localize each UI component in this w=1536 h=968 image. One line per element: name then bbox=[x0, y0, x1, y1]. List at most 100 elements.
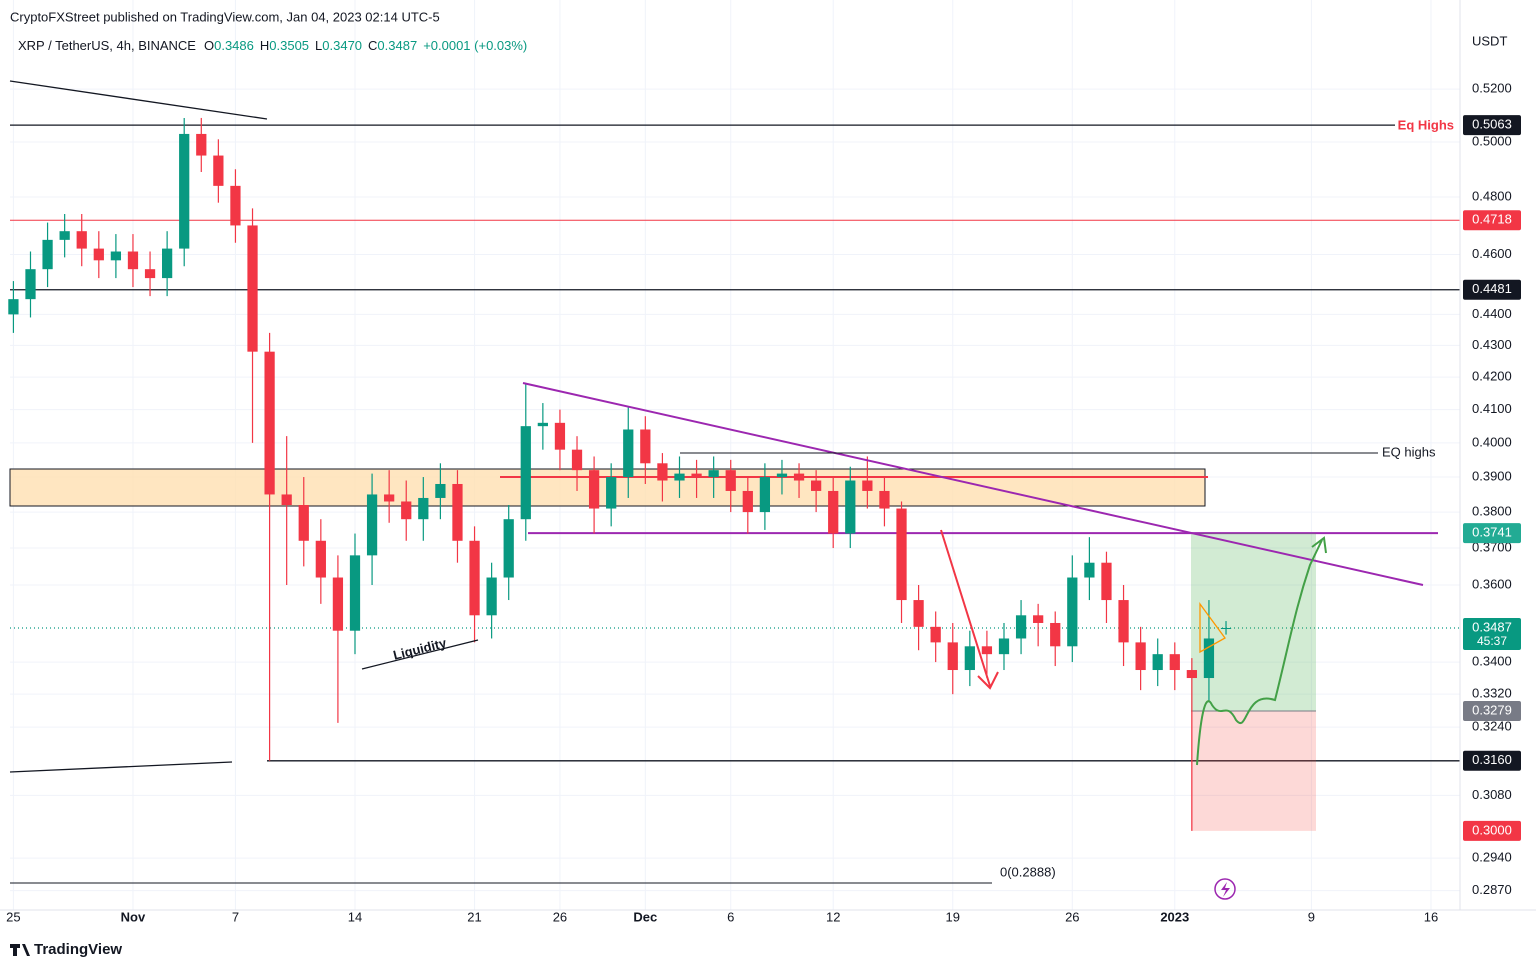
liquidity-line bbox=[361, 639, 479, 670]
candle-body bbox=[862, 480, 873, 491]
price-badge bbox=[1463, 700, 1521, 721]
countdown: 45:37 bbox=[1477, 634, 1507, 648]
price-badge-label: 0.4718 bbox=[1472, 212, 1512, 227]
candle-body bbox=[640, 429, 651, 464]
candle-body bbox=[537, 422, 548, 427]
candle-body bbox=[691, 473, 702, 478]
x-tick-label: 9 bbox=[1308, 909, 1315, 924]
candle-body bbox=[281, 494, 292, 506]
candle-body bbox=[230, 185, 241, 226]
candle-body bbox=[657, 463, 668, 481]
candle-body bbox=[179, 133, 190, 249]
candle-body bbox=[76, 231, 87, 249]
candle-body bbox=[981, 646, 993, 655]
annotation: EQ highs bbox=[1382, 444, 1436, 459]
candle-body bbox=[947, 642, 958, 671]
ohlc-value: 0.3486 bbox=[214, 38, 254, 53]
candle-body bbox=[127, 251, 139, 270]
logo bbox=[10, 944, 30, 956]
x-tick-label: 16 bbox=[1424, 909, 1438, 924]
candle-body bbox=[793, 473, 805, 481]
candle-body bbox=[435, 483, 446, 498]
x-tick-label: Dec bbox=[633, 909, 657, 924]
candle-body bbox=[1152, 654, 1163, 671]
candle-body bbox=[1033, 615, 1044, 623]
y-tick-label: 0.3240 bbox=[1472, 719, 1512, 734]
candle-body bbox=[554, 422, 566, 450]
candle-body bbox=[247, 225, 258, 352]
y-tick-label: 0.3080 bbox=[1472, 787, 1512, 802]
x-tick-label: 14 bbox=[348, 909, 362, 924]
x-tick-label: 25 bbox=[6, 909, 20, 924]
x-tick-label: 26 bbox=[1065, 909, 1079, 924]
axis-unit: USDT bbox=[1472, 33, 1507, 48]
price-badge bbox=[1463, 279, 1521, 300]
y-tick-label: 0.2870 bbox=[1472, 882, 1512, 897]
price-badge bbox=[1463, 750, 1521, 771]
candle-body bbox=[811, 480, 822, 491]
ohlc-key: C bbox=[368, 38, 377, 53]
candle-body bbox=[1118, 600, 1129, 643]
annotation: Eq Highs bbox=[1398, 117, 1454, 132]
price-badge-label: 0.4481 bbox=[1472, 281, 1512, 296]
candle-body bbox=[315, 540, 326, 578]
price-badge bbox=[1463, 820, 1521, 841]
x-tick-label: 19 bbox=[946, 909, 960, 924]
candle-body bbox=[8, 299, 19, 315]
candle-body bbox=[1015, 615, 1027, 639]
annotation: 0(0.2888) bbox=[1000, 864, 1056, 879]
y-tick-label: 0.2940 bbox=[1472, 850, 1512, 865]
x-tick-label: 26 bbox=[553, 909, 567, 924]
ohlc-key: L bbox=[315, 38, 322, 53]
candle-body bbox=[162, 248, 173, 279]
candle-body bbox=[896, 508, 907, 601]
candle-body bbox=[725, 470, 736, 491]
bullish-path bbox=[1196, 536, 1327, 766]
x-tick-label: Nov bbox=[121, 909, 146, 924]
candle-body bbox=[332, 577, 344, 631]
candle-body bbox=[144, 269, 156, 279]
candle-body bbox=[520, 426, 531, 520]
candle-body bbox=[110, 251, 122, 261]
y-tick-label: 0.4600 bbox=[1472, 246, 1512, 261]
y-tick-label: 0.3400 bbox=[1472, 654, 1512, 669]
price-badge bbox=[1463, 115, 1521, 136]
candle-body bbox=[998, 638, 1010, 655]
candle-body bbox=[452, 483, 463, 541]
candle-body bbox=[913, 600, 924, 627]
x-tick-label: 6 bbox=[727, 909, 734, 924]
candle-body bbox=[674, 473, 685, 481]
candle-body bbox=[25, 269, 36, 300]
candle-body bbox=[503, 519, 514, 578]
candle-body bbox=[1169, 654, 1180, 671]
publisher: CryptoFXStreet published on TradingView.… bbox=[10, 9, 440, 24]
pennant bbox=[1199, 602, 1226, 654]
candle-body bbox=[213, 155, 224, 186]
price-badge-label: 0.3279 bbox=[1472, 702, 1512, 717]
price-badge-label: 0.3487 bbox=[1472, 619, 1512, 634]
price-badge-label: 0.3741 bbox=[1472, 525, 1512, 540]
x-tick-label: 7 bbox=[232, 909, 239, 924]
candle-body bbox=[606, 477, 617, 509]
price-badge-label: 0.5063 bbox=[1472, 117, 1512, 132]
ohlc-key: H bbox=[260, 38, 269, 53]
x-tick-label: 21 bbox=[467, 909, 481, 924]
candle-body bbox=[879, 490, 890, 509]
trendline bbox=[9, 80, 268, 120]
ohlc-value: 0.3470 bbox=[322, 38, 362, 53]
event-icon-glyph bbox=[1221, 882, 1230, 897]
price-badge bbox=[1463, 523, 1521, 544]
ohlc-value: 0.3505 bbox=[269, 38, 309, 53]
trendline bbox=[9, 761, 233, 773]
y-tick-label: 0.3600 bbox=[1472, 576, 1512, 591]
candle-body bbox=[1220, 627, 1232, 629]
event-icon[interactable] bbox=[1214, 878, 1236, 900]
candle-body bbox=[776, 473, 788, 478]
candle-body bbox=[930, 626, 941, 643]
candle-body bbox=[384, 494, 395, 502]
y-tick-label: 0.4800 bbox=[1472, 188, 1512, 203]
brand: TradingView bbox=[34, 941, 122, 958]
symbol: XRP / TetherUS, 4h, BINANCE bbox=[18, 38, 196, 53]
price-badge-label: 0.3000 bbox=[1472, 822, 1512, 837]
